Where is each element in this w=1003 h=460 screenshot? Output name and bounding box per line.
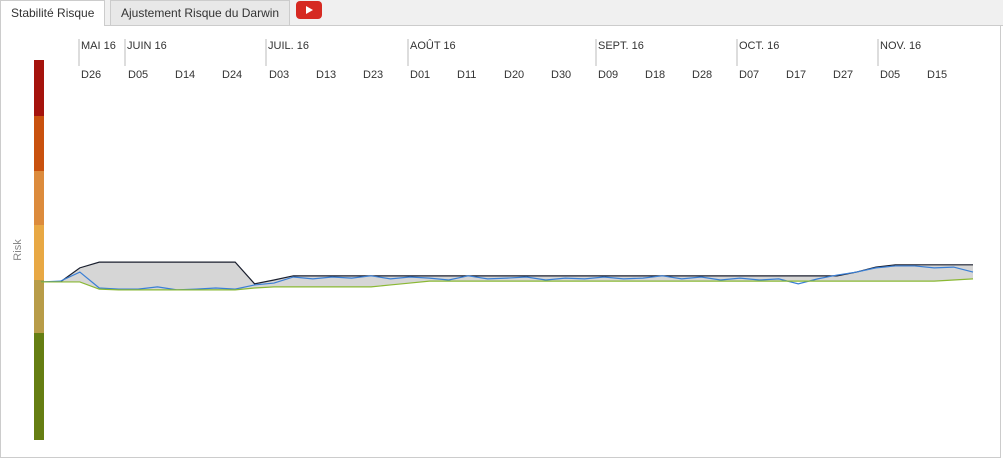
tab[interactable]: Ajustement Risque du Darwin: [110, 0, 291, 25]
day-label: D20: [504, 69, 524, 81]
risk-scale: [34, 60, 44, 440]
day-label: D17: [786, 69, 806, 81]
month-label: JUIL. 16: [268, 40, 309, 52]
day-label: D01: [410, 69, 430, 81]
month-label: NOV. 16: [880, 40, 921, 52]
month-label: MAI 16: [81, 40, 116, 52]
day-label: D15: [927, 69, 947, 81]
series-line: [41, 261, 973, 285]
day-label: D28: [692, 69, 712, 81]
day-label: D07: [739, 69, 759, 81]
month-label: JUIN 16: [127, 40, 167, 52]
series-line: [41, 278, 974, 291]
day-label: D23: [363, 69, 383, 81]
tab-bar: Stabilité Risque Ajustement Risque du Da…: [0, 0, 1003, 26]
day-label: D27: [833, 69, 853, 81]
tab[interactable]: Stabilité Risque: [0, 0, 106, 26]
y-axis-label: Risk: [12, 239, 24, 261]
chart: Risk MAI 16 JUIN 16 JUIL. 16 AOÛT 16 SEPT. 1…: [0, 25, 1001, 458]
youtube-button[interactable]: [296, 1, 322, 19]
day-label: D03: [269, 69, 289, 81]
day-label: D05: [128, 69, 148, 81]
month-label: AOÛT 16: [410, 39, 456, 52]
day-label: D26: [81, 69, 101, 81]
play-icon: [306, 6, 313, 14]
day-label: D14: [175, 69, 195, 81]
day-label: D13: [316, 69, 336, 81]
month-label: OCT. 16: [739, 40, 779, 52]
day-label: D24: [222, 69, 242, 81]
day-label: D09: [598, 69, 618, 81]
month-label: SEPT. 16: [598, 40, 644, 52]
day-label: D11: [457, 69, 476, 81]
series-line: [40, 265, 974, 291]
day-label: D30: [551, 69, 571, 81]
day-label: D18: [645, 69, 665, 81]
day-label: D05: [880, 69, 900, 81]
